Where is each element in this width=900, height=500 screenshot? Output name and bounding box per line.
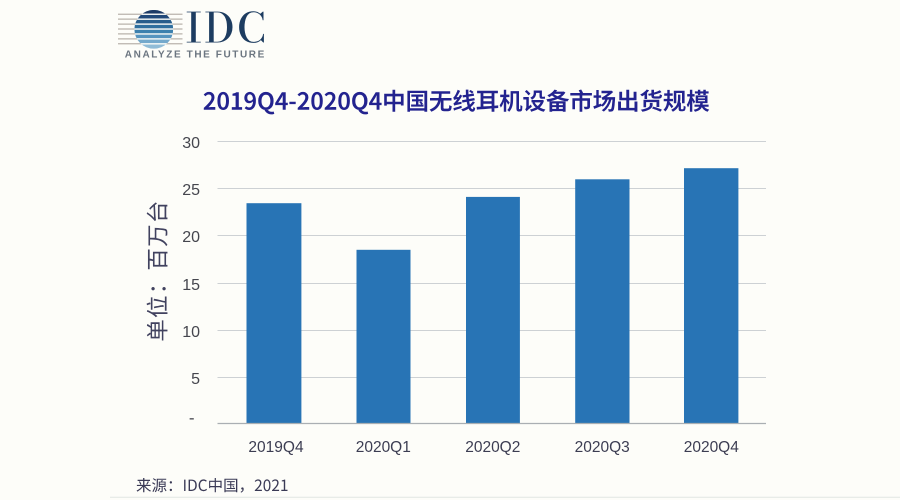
svg-text:2020Q1: 2020Q1 [356, 439, 411, 456]
svg-text:5: 5 [191, 371, 200, 388]
svg-text:20: 20 [182, 229, 200, 246]
svg-text:30: 30 [182, 135, 200, 152]
svg-text:10: 10 [182, 324, 200, 341]
svg-text:-: - [189, 409, 195, 428]
svg-text:2020Q4: 2020Q4 [684, 439, 740, 456]
svg-text:2020Q2: 2020Q2 [465, 439, 520, 456]
svg-text:2019Q4: 2019Q4 [248, 439, 304, 456]
svg-text:ANALYZE THE FUTURE: ANALYZE THE FUTURE [125, 50, 265, 61]
svg-text:15: 15 [182, 277, 200, 294]
svg-text:25: 25 [182, 182, 200, 199]
svg-text:2020Q3: 2020Q3 [575, 439, 630, 456]
